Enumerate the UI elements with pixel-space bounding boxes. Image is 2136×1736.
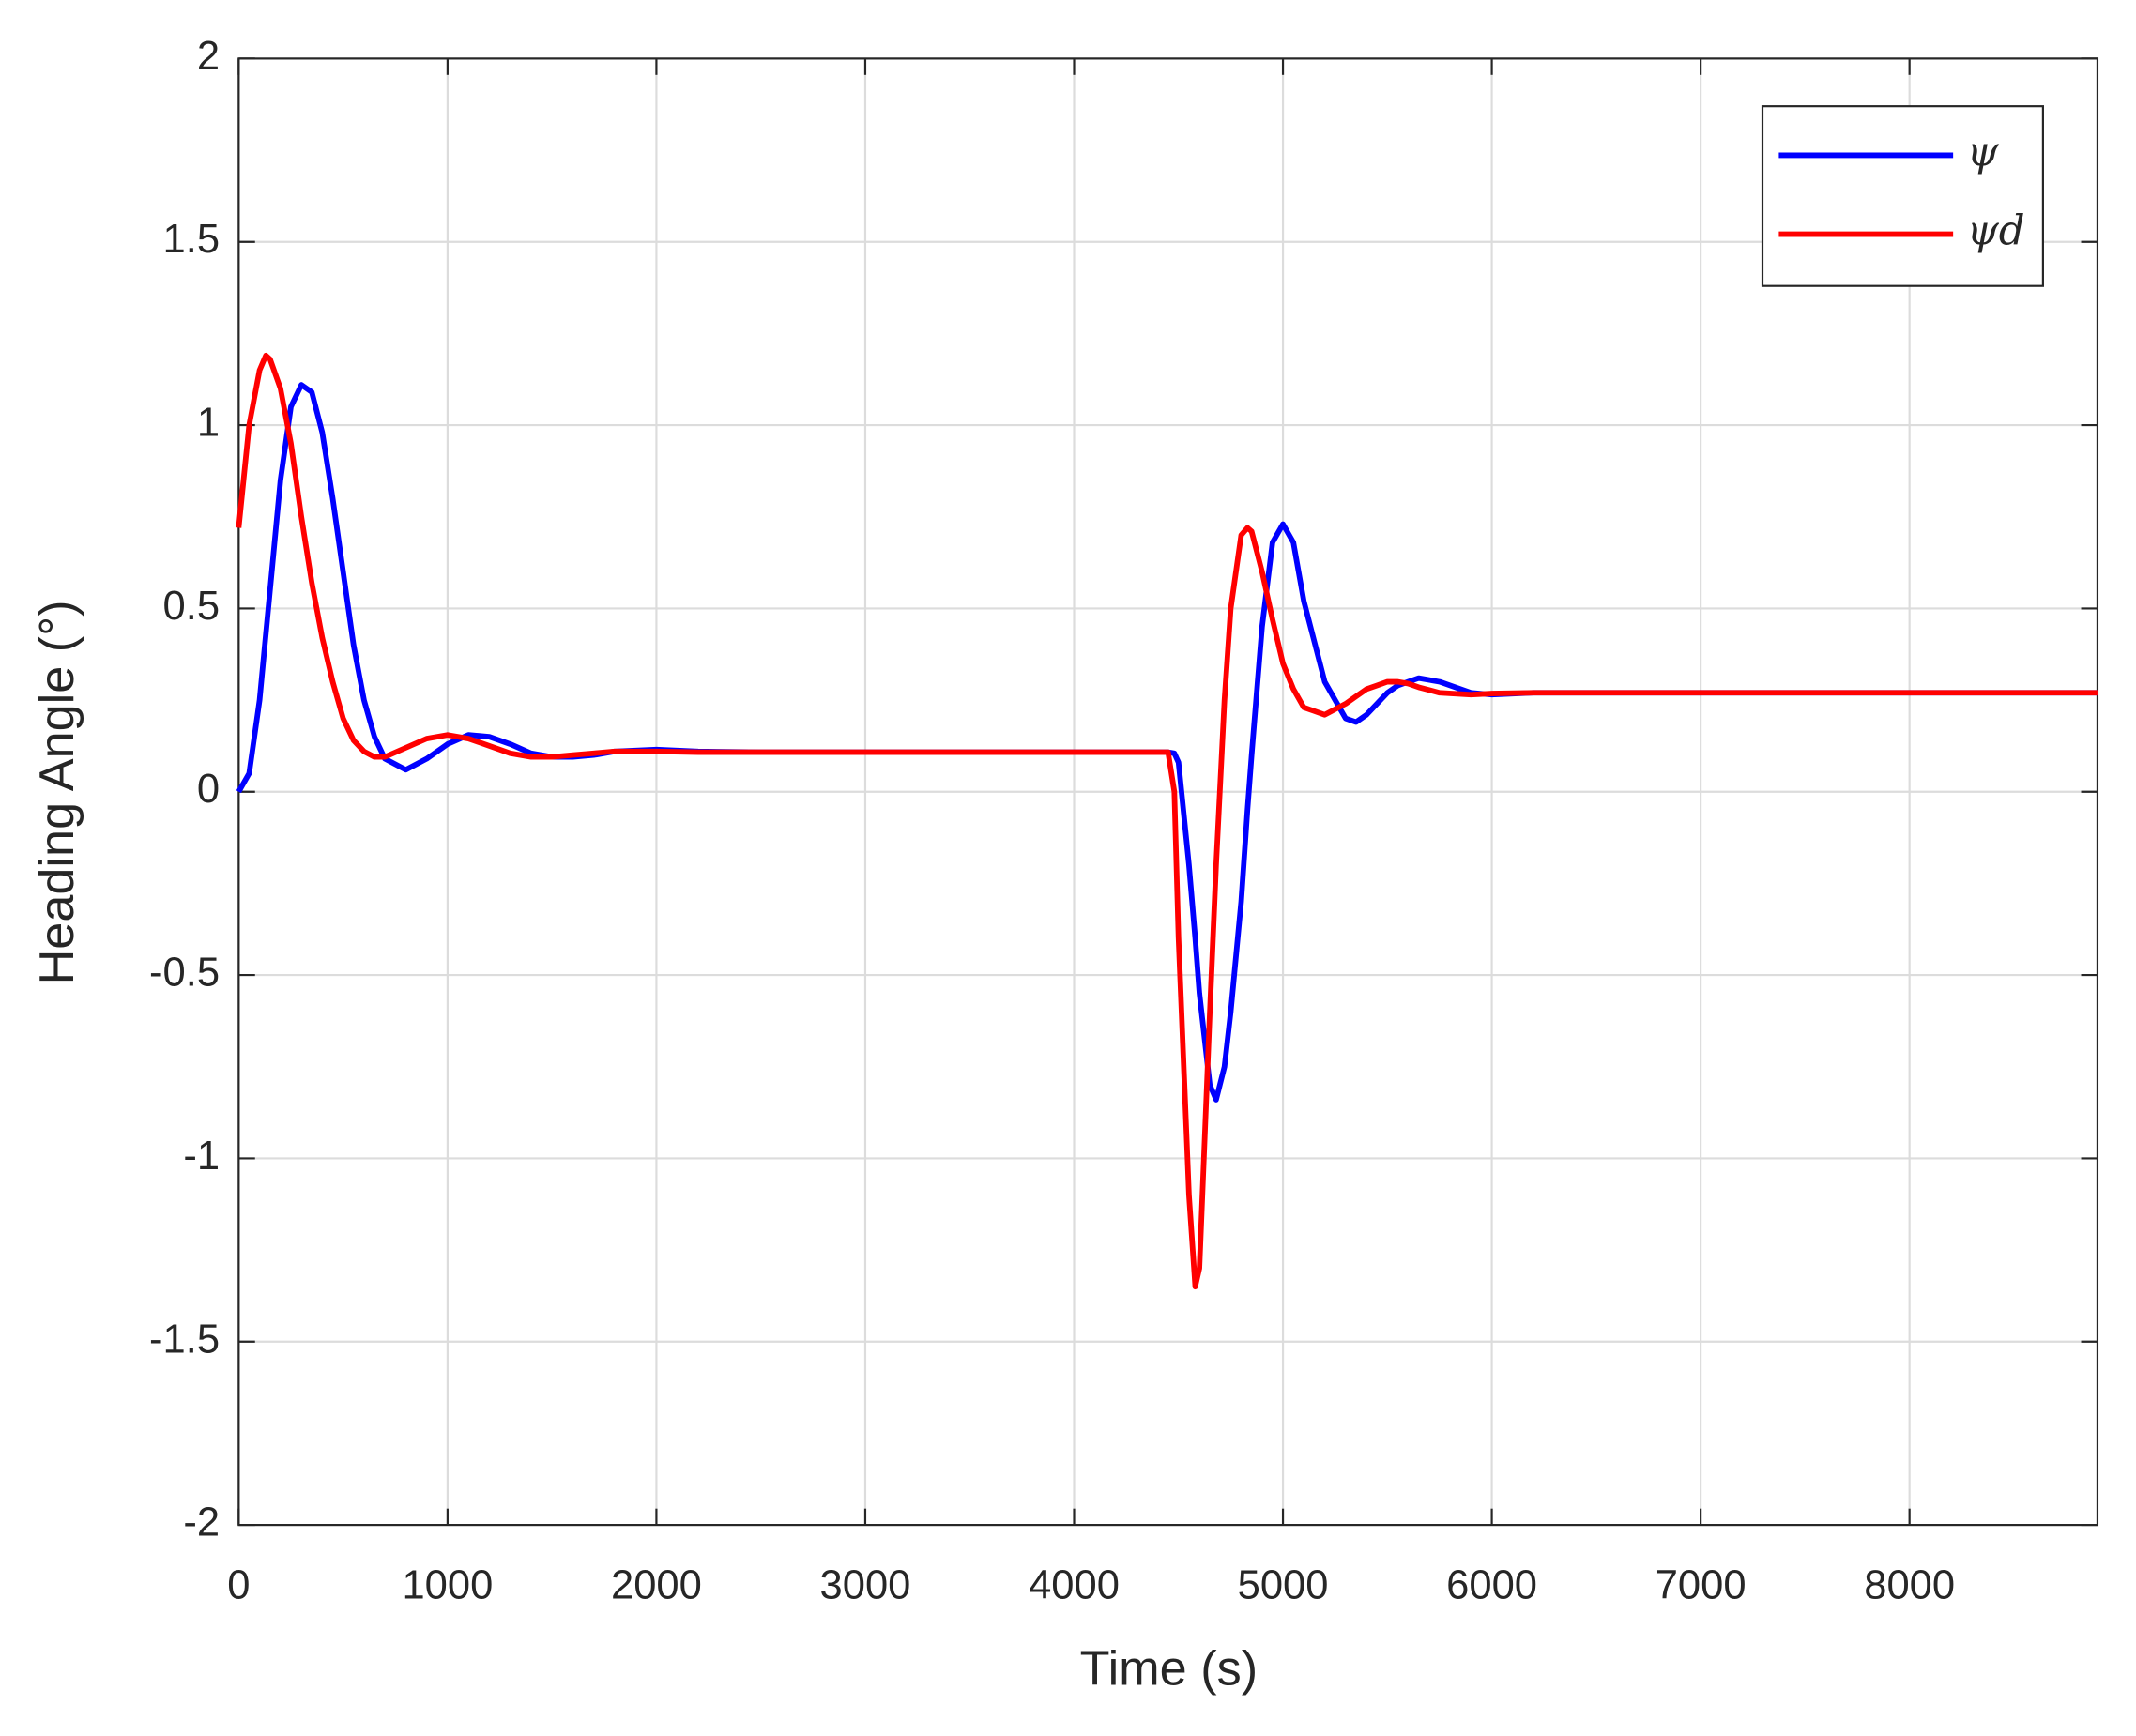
x-tick-label: 8000 xyxy=(1864,1562,1955,1607)
x-tick-label: 2000 xyxy=(611,1562,702,1607)
x-tick-label: 1000 xyxy=(402,1562,493,1607)
x-axis-label: Time (s) xyxy=(1080,1642,1259,1697)
series-line xyxy=(236,352,2098,1290)
x-tick-label: 0 xyxy=(227,1562,250,1607)
y-tick-label: -1 xyxy=(183,1134,220,1179)
y-tick-label: 1.5 xyxy=(163,217,220,262)
y-axis-label: Heading Angle (°) xyxy=(30,601,84,985)
x-tick-label: 6000 xyxy=(1446,1562,1537,1607)
y-tick-label: 0 xyxy=(197,767,220,812)
x-tick-label: 4000 xyxy=(1029,1562,1120,1607)
y-tick-label: -1.5 xyxy=(149,1317,220,1362)
x-tick-label: 5000 xyxy=(1238,1562,1329,1607)
y-tick-label: -0.5 xyxy=(149,951,220,996)
x-tick-label: 7000 xyxy=(1655,1562,1747,1607)
y-tick-label: -2 xyxy=(183,1500,220,1546)
y-tick-label: 1 xyxy=(197,401,220,446)
x-tick-label: 3000 xyxy=(820,1562,911,1607)
series-line xyxy=(236,382,2098,1103)
legend-label: ψ xyxy=(1967,129,2000,175)
y-tick-label: 0.5 xyxy=(163,584,220,629)
legend-label: ψd xyxy=(1967,208,2025,255)
legend-box xyxy=(1761,105,2044,287)
y-tick-label: 2 xyxy=(197,34,220,79)
